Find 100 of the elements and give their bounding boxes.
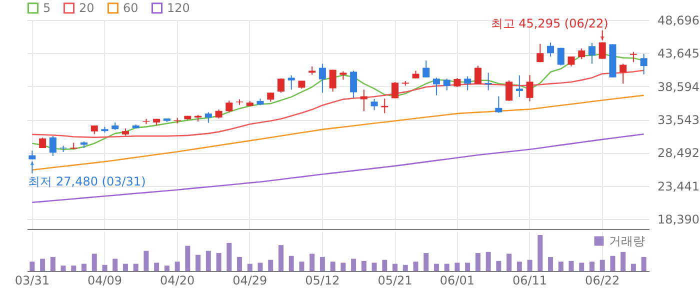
y-tick-label: 28,492 xyxy=(658,146,700,160)
annotation: 최고 45,295 (06/22) xyxy=(490,16,608,30)
candlestick xyxy=(370,98,378,111)
bar xyxy=(40,258,46,271)
y-tick-label: 23,441 xyxy=(658,179,700,194)
x-tick-label: 04/29 xyxy=(232,274,268,288)
bar xyxy=(465,262,470,271)
candlestick xyxy=(516,74,523,98)
candlestick xyxy=(422,60,430,78)
candlestick xyxy=(360,89,368,112)
candlestick xyxy=(277,78,284,94)
bar xyxy=(206,250,211,271)
bar xyxy=(310,254,315,271)
bar xyxy=(216,253,222,271)
candlestick xyxy=(432,77,440,96)
x-tick-label: 06/22 xyxy=(585,274,620,288)
bar xyxy=(112,258,118,271)
x-tick-label: 03/31 xyxy=(14,274,50,288)
y-tick-label: 43,645 xyxy=(658,46,700,61)
bar xyxy=(50,256,56,271)
bar xyxy=(288,256,294,271)
bar xyxy=(185,246,190,271)
x-tick-label: 04/20 xyxy=(160,274,195,288)
bar xyxy=(258,262,263,271)
bar xyxy=(568,260,574,271)
bar xyxy=(630,264,636,271)
candlestick xyxy=(630,51,637,63)
bar xyxy=(424,253,429,271)
bar xyxy=(641,256,646,271)
candlestick xyxy=(526,74,534,102)
x-tick-label: 05/21 xyxy=(378,274,412,288)
legend-label: 60 xyxy=(123,1,138,16)
bar xyxy=(392,264,398,271)
bar xyxy=(579,262,584,271)
bar xyxy=(122,264,128,271)
bar xyxy=(320,256,325,271)
bar xyxy=(144,250,149,271)
y-tick-label: 33,543 xyxy=(658,113,700,128)
bar xyxy=(475,253,480,271)
legend-label: 20 xyxy=(79,1,94,16)
bar xyxy=(372,262,377,271)
candlestick xyxy=(506,80,513,102)
candlestick xyxy=(392,82,399,99)
bar xyxy=(30,262,35,271)
bar xyxy=(196,254,201,271)
bar xyxy=(268,260,274,271)
bar xyxy=(496,260,502,271)
bar xyxy=(548,256,554,271)
candlestick xyxy=(329,69,336,92)
y-tick-label: 18,390 xyxy=(658,212,700,227)
bar xyxy=(589,262,594,271)
bar xyxy=(102,264,108,271)
bar xyxy=(486,252,491,271)
candlestick xyxy=(547,42,554,57)
candlestick xyxy=(350,70,358,98)
y-tick-label: 48,696 xyxy=(658,14,700,28)
line-series xyxy=(32,94,644,171)
bar xyxy=(164,266,170,271)
bar xyxy=(71,266,76,271)
bar xyxy=(620,252,626,271)
candlestick xyxy=(640,53,648,75)
bar xyxy=(154,262,160,271)
bar xyxy=(299,262,304,271)
candlestick xyxy=(288,74,295,90)
candlestick xyxy=(204,112,212,124)
bar xyxy=(174,262,180,271)
bar xyxy=(454,262,460,271)
candlestick xyxy=(598,42,606,60)
candlestick xyxy=(578,48,586,60)
candlestick xyxy=(464,76,472,91)
bar xyxy=(516,262,522,271)
candlestick xyxy=(226,100,233,113)
candlestick xyxy=(536,43,544,63)
bar xyxy=(610,256,616,271)
bar xyxy=(340,262,346,271)
candlestick xyxy=(474,65,482,85)
candlestick xyxy=(620,63,627,84)
candlestick xyxy=(495,96,502,114)
bar xyxy=(82,264,87,271)
bar xyxy=(382,260,388,271)
candlestick xyxy=(318,63,326,94)
bar xyxy=(413,262,418,271)
bar xyxy=(506,254,512,271)
bar xyxy=(237,256,242,271)
bar xyxy=(278,245,284,271)
y-tick-label: 38,594 xyxy=(658,80,700,94)
bar xyxy=(330,262,336,271)
bar xyxy=(527,260,532,271)
bar xyxy=(434,264,439,271)
bar xyxy=(133,264,138,271)
legend-label: 120 xyxy=(167,1,190,16)
candlestick xyxy=(557,47,564,66)
legend-label: 5 xyxy=(43,1,51,16)
bar xyxy=(361,260,366,271)
x-tick-label: 05/12 xyxy=(305,274,340,288)
bar xyxy=(558,262,564,271)
bar xyxy=(247,264,252,271)
bar xyxy=(444,264,450,271)
bar xyxy=(402,264,408,271)
x-tick-label: 04/09 xyxy=(87,274,122,288)
